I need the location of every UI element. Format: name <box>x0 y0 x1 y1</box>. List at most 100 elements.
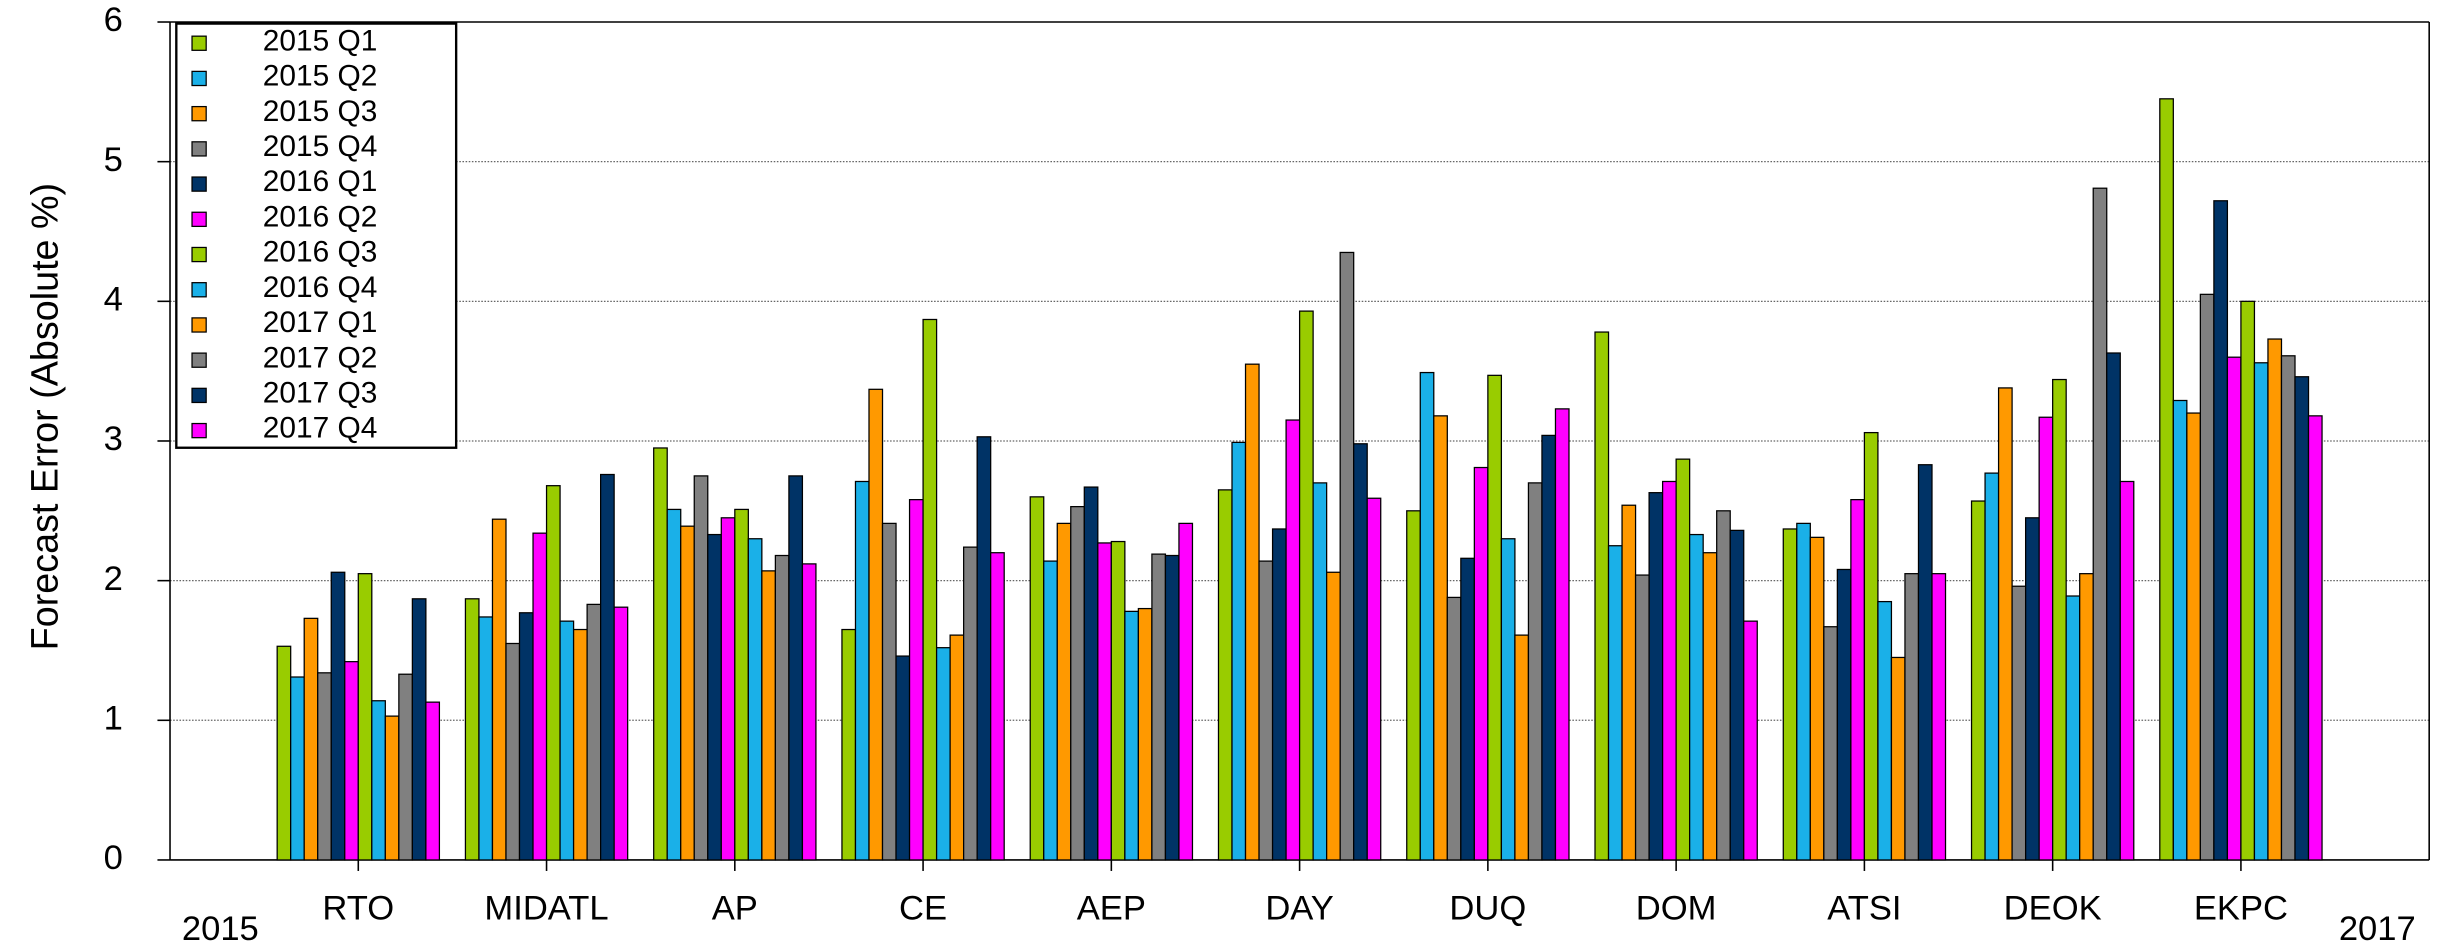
bar <box>1164 554 1180 861</box>
bar <box>1056 522 1072 861</box>
bar <box>2159 98 2174 861</box>
bar <box>1890 656 1906 861</box>
bar <box>2106 352 2121 861</box>
bar <box>1298 310 1314 861</box>
bar <box>2253 362 2269 861</box>
bar <box>976 436 992 861</box>
bar <box>572 628 588 861</box>
bar <box>868 388 884 861</box>
bar <box>1970 500 1986 861</box>
bar <box>1809 536 1825 861</box>
legend-label: 2017 Q1 <box>263 306 378 339</box>
bar <box>330 571 346 861</box>
legend-swatch <box>191 105 207 122</box>
x-tick-label: CE <box>899 889 947 927</box>
legend-swatch <box>191 352 207 368</box>
bar <box>1594 331 1610 861</box>
y-tick-label: 0 <box>104 839 123 877</box>
bar <box>761 570 777 861</box>
bar <box>2226 356 2242 861</box>
legend-swatch <box>191 317 207 333</box>
legend-label: 2015 Q2 <box>263 60 378 93</box>
bar <box>2307 415 2323 861</box>
bar <box>1931 573 1947 861</box>
bar <box>1433 415 1448 861</box>
bar <box>2092 187 2108 861</box>
bar <box>801 563 817 861</box>
bar <box>532 532 548 861</box>
bar <box>425 701 441 861</box>
bar <box>1258 560 1274 861</box>
bar <box>2213 200 2229 861</box>
legend-label: 2015 Q1 <box>263 24 378 57</box>
bar <box>1743 620 1758 861</box>
bar <box>1029 496 1045 861</box>
bar <box>1419 371 1435 861</box>
bar <box>2240 300 2256 861</box>
bar <box>2038 416 2054 861</box>
y-tick-label: 1 <box>104 699 123 737</box>
bar <box>1782 528 1798 861</box>
legend-label: 2016 Q4 <box>263 271 378 304</box>
bar <box>653 447 668 861</box>
bar <box>344 661 359 861</box>
bar <box>1634 574 1650 861</box>
x-tick-label: MIDATL <box>484 889 608 927</box>
bar <box>1607 545 1623 861</box>
bar <box>1406 510 1421 861</box>
bar <box>881 522 897 861</box>
bar <box>600 473 615 861</box>
bar <box>1877 600 1893 861</box>
bar <box>908 499 924 861</box>
bar <box>1285 419 1301 861</box>
bar <box>411 598 427 861</box>
legend-swatch <box>191 211 207 228</box>
bar <box>398 673 413 861</box>
bar <box>734 508 749 861</box>
bar <box>935 647 951 861</box>
legend-label: 2017 Q3 <box>263 376 378 409</box>
y-tick-label: 6 <box>104 1 123 39</box>
bar <box>1110 540 1126 861</box>
bar <box>1716 510 1731 861</box>
bar <box>666 508 682 861</box>
bar <box>1823 626 1838 861</box>
bar <box>788 475 804 861</box>
bar <box>2065 595 2081 861</box>
bar <box>1097 542 1112 861</box>
bar <box>2186 412 2201 861</box>
legend-swatch <box>191 141 207 157</box>
end-annotation: 2017 <box>2339 910 2416 948</box>
legend-label: 2016 Q3 <box>263 236 378 269</box>
bar <box>613 606 629 861</box>
bar <box>922 318 938 861</box>
x-tick-label: EKPC <box>2194 889 2288 927</box>
bar <box>1527 482 1543 861</box>
bar <box>1487 374 1503 861</box>
legend-swatch <box>191 70 207 87</box>
bar <box>1043 560 1058 861</box>
bar <box>1244 363 1260 861</box>
bar <box>1446 596 1462 861</box>
x-tick-label: ATSI <box>1827 889 1901 927</box>
bar <box>2119 480 2135 861</box>
bar <box>1353 443 1368 861</box>
legend-swatch <box>191 246 207 263</box>
bar <box>290 676 305 861</box>
bar <box>2267 338 2283 861</box>
bar <box>276 645 292 861</box>
bar <box>545 485 561 861</box>
y-tick-label: 5 <box>104 141 123 179</box>
bar <box>464 598 480 861</box>
bar <box>1836 568 1852 861</box>
x-tick-label: DUQ <box>1449 889 1526 927</box>
bar <box>1904 573 1920 861</box>
bar <box>491 518 507 861</box>
bar <box>1231 441 1247 861</box>
bar <box>707 533 722 861</box>
bar <box>2280 355 2296 861</box>
bar <box>1460 557 1475 861</box>
x-tick-label: AEP <box>1077 889 1146 927</box>
bar <box>1621 504 1637 861</box>
bar <box>1796 522 1811 861</box>
